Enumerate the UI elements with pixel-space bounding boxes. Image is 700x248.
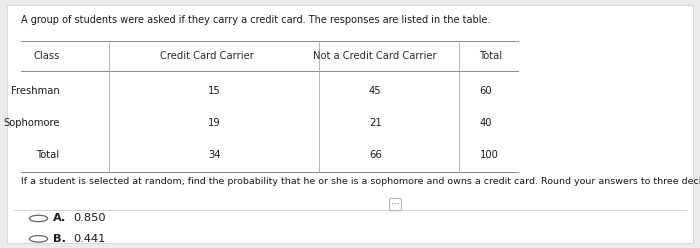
Text: Class: Class	[33, 51, 60, 61]
Text: 34: 34	[208, 150, 220, 160]
Text: Total: Total	[36, 150, 60, 160]
FancyBboxPatch shape	[7, 5, 693, 243]
Text: Freshman: Freshman	[10, 86, 60, 95]
Text: A group of students were asked if they carry a credit card. The responses are li: A group of students were asked if they c…	[21, 15, 491, 25]
Text: 19: 19	[208, 118, 220, 128]
Text: B.: B.	[52, 234, 66, 244]
Text: A.: A.	[52, 214, 66, 223]
Text: If a student is selected at random, find the probability that he or she is a sop: If a student is selected at random, find…	[21, 177, 700, 186]
Text: Not a Credit Card Carrier: Not a Credit Card Carrier	[313, 51, 436, 61]
Text: 0.850: 0.850	[74, 214, 106, 223]
Text: 66: 66	[369, 150, 382, 160]
Text: Total: Total	[480, 51, 503, 61]
Text: 40: 40	[480, 118, 492, 128]
Text: ···: ···	[391, 200, 400, 209]
Text: Credit Card Carrier: Credit Card Carrier	[160, 51, 253, 61]
Text: 15: 15	[208, 86, 220, 95]
Text: 45: 45	[369, 86, 382, 95]
Text: 100: 100	[480, 150, 498, 160]
Text: 60: 60	[480, 86, 492, 95]
Text: 0.441: 0.441	[74, 234, 106, 244]
Text: 21: 21	[369, 118, 382, 128]
Text: Sophomore: Sophomore	[3, 118, 60, 128]
